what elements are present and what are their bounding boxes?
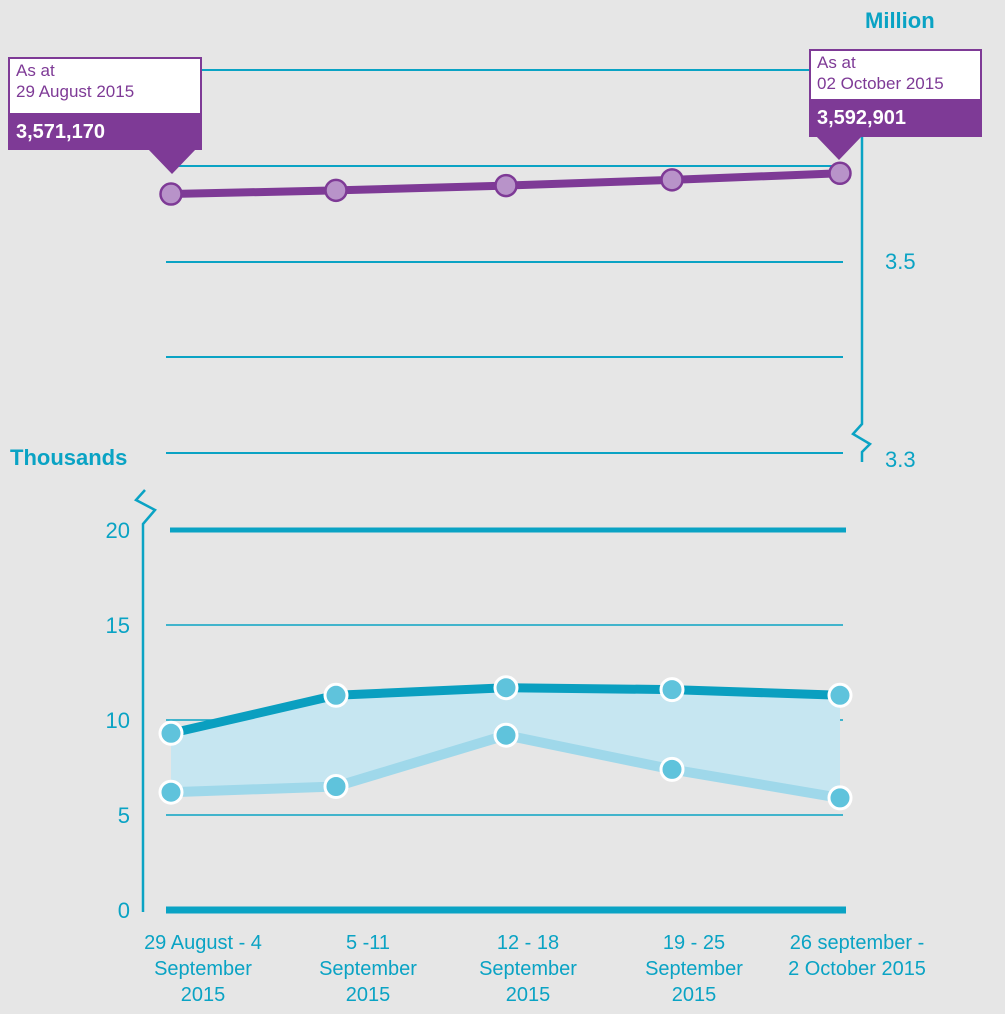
x-tick-label: 26 september - 2 October 2015 [772,930,942,982]
x-tick-label-line: September [479,958,577,980]
thousands-series-2-point [493,722,519,748]
callout-start-line1: As at [16,61,55,80]
million-point [828,161,852,186]
x-tick-label-line: 2015 [671,984,717,1006]
thousands-series-1-point [323,682,349,708]
x-tick-label-line: 26 september - [789,932,925,954]
y-tick-labels: 3.5 3.3 20 15 10 5 0 [106,249,916,923]
axes [133,130,873,912]
thousands-series-1-point [158,720,184,746]
thousands-series-2-point [158,779,184,805]
thousands-y-tick: 0 [118,898,130,923]
million-y-tick: 3.3 [885,447,916,472]
million-y-tick: 3.5 [885,249,916,274]
thousands-axis [133,489,157,912]
x-tick-label-line: 29 August - 4 [144,932,262,954]
thousands-series-1-point [493,675,519,701]
thousands-y-tick: 5 [118,803,130,828]
million-gridlines [166,69,843,454]
thousands-series-1-point [827,682,853,708]
x-tick-label-line: 19 - 25 [662,932,726,954]
callout-start-value: 3,571,170 [8,115,202,150]
x-tick-label-line: 2015 [345,984,391,1006]
x-tick-label-line: 12 - 18 [496,932,560,954]
callout-end-line2: 02 October 2015 [817,74,944,93]
million-axis [851,130,873,462]
series-markers [158,161,853,811]
callout-start-pointer [148,149,196,174]
callout-end-date: As at 02 October 2015 [809,49,982,101]
thousands-series-2-point [827,785,853,811]
range-band-area [171,687,840,798]
thousands-unit-label: Thousands [10,445,128,470]
x-tick-label: 5 -11 September 2015 [283,930,453,1008]
callout-start-line2: 29 August 2015 [16,82,135,101]
callout-end-line1: As at [817,53,856,72]
x-tick-label: 29 August - 4 September 2015 [118,930,288,1008]
thousands-y-tick: 10 [106,708,130,733]
thousands-series-2-point [659,756,685,782]
x-tick-label-line: 2 October 2015 [788,958,926,980]
x-tick-label: 19 - 25 September 2015 [609,930,779,1008]
x-tick-label-line: 5 -11 [345,932,391,954]
callout-end-pointer [816,136,862,160]
range-band [171,687,840,798]
callout-pointers [148,136,862,174]
thousands-series-2-point [323,774,349,799]
million-point [159,182,183,206]
x-tick-label-line: 2015 [505,984,551,1006]
million-unit-label: Million [865,8,935,33]
callout-start-date: As at 29 August 2015 [8,57,202,115]
million-point [494,173,518,198]
thousands-y-tick: 20 [106,518,130,543]
callout-end-value: 3,592,901 [809,101,982,137]
x-tick-label-line: September [319,958,417,980]
x-tick-label: 12 - 18 September 2015 [443,930,613,1008]
thousands-series-1-point [659,677,685,703]
thousands-y-tick: 15 [106,613,130,638]
million-point [324,178,348,203]
million-point [660,168,684,192]
x-tick-label-line: 2015 [180,984,226,1006]
x-tick-label-line: September [154,958,252,980]
x-tick-label-line: September [645,958,743,980]
